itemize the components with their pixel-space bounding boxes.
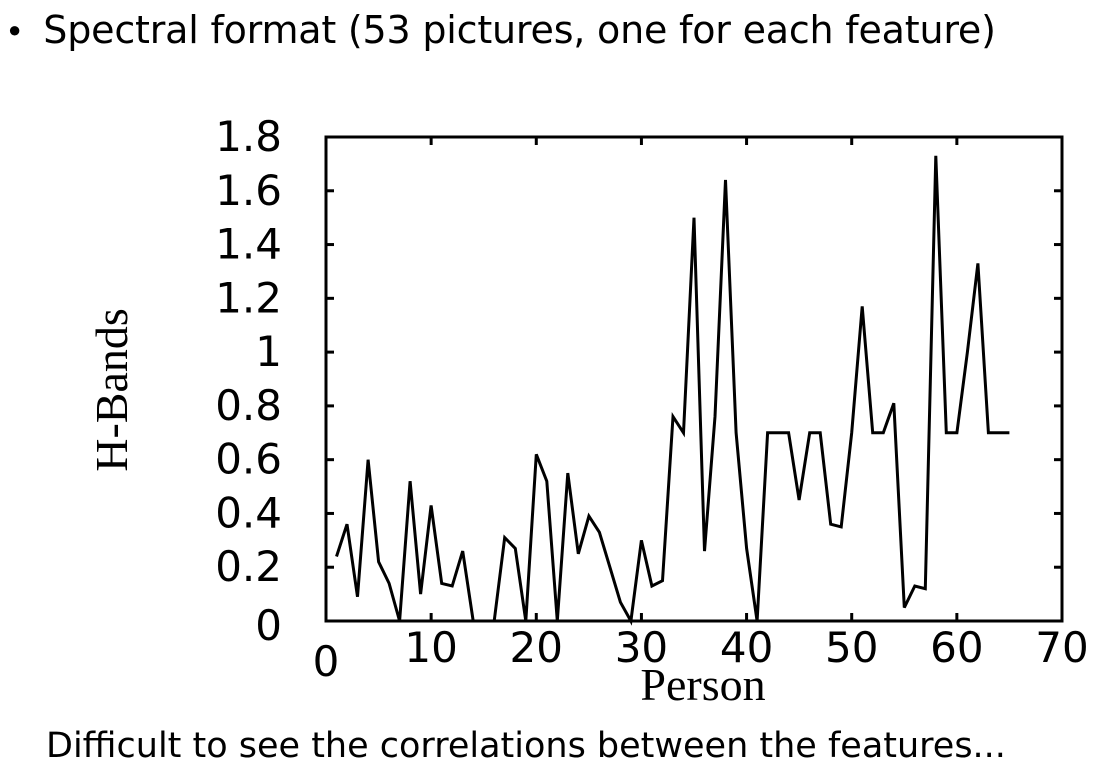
y-tick-label: 0.4 xyxy=(215,488,282,537)
x-tick-label: 60 xyxy=(930,623,983,672)
series-line xyxy=(335,155,1010,626)
x-axis-title: Person xyxy=(640,659,765,710)
x-tick-label: 0 xyxy=(313,637,340,686)
x-tick-label: 30 xyxy=(615,623,668,672)
bullet-row: ● Spectral format (53 pictures, one for … xyxy=(8,2,996,58)
bullet-point-icon: ● xyxy=(8,17,22,42)
x-tick-label: 10 xyxy=(404,623,457,672)
y-tick-label: 1 xyxy=(255,327,282,376)
x-tick-label: 40 xyxy=(720,623,773,672)
y-tick-label: 0 xyxy=(255,601,282,650)
y-tick-label: 0.6 xyxy=(215,435,282,484)
y-tick-label: 1.8 xyxy=(215,112,282,161)
y-axis-title: H-Bands xyxy=(86,308,137,472)
x-tick-label: 50 xyxy=(825,623,878,672)
bullet-text: Spectral format (53 pictures, one for ea… xyxy=(43,8,996,52)
caption-text: Difficult to see the correlations betwee… xyxy=(46,726,1006,766)
x-tick-label: 20 xyxy=(510,623,563,672)
y-tick-label: 1.6 xyxy=(215,166,282,215)
plot-frame xyxy=(324,135,1064,623)
y-tick-label: 0.2 xyxy=(215,542,282,591)
y-tick-label: 0.8 xyxy=(215,381,282,430)
x-tick-labels: 0 10 20 30 40 50 60 70 xyxy=(313,623,1089,686)
x-tick-label: 70 xyxy=(1035,623,1088,672)
y-tick-labels: 0 0.2 0.40.6 0.8 1 1.21.4 1.6 1.8 xyxy=(215,112,282,650)
y-tick-label: 1.2 xyxy=(215,273,282,322)
y-tick-label: 1.4 xyxy=(215,220,282,269)
